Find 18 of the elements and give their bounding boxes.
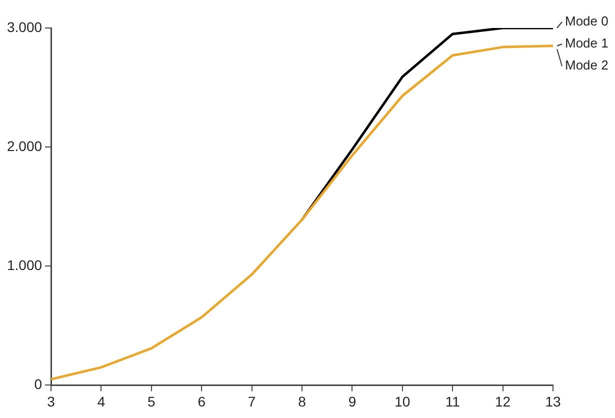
x-tick-label: 13 [545,393,561,410]
x-tick-label: 8 [298,393,306,410]
series-label: Mode 0 [565,14,608,29]
x-tick-label: 3 [47,393,56,410]
series-label: Mode 1 [565,36,608,51]
y-tick-label: 1.000 [6,256,42,273]
annotation: Mode 2 [565,58,608,73]
y-tick-label: 0 [34,376,42,392]
x-tick-label: 11 [445,393,460,410]
x-tick-label: 9 [348,393,356,410]
x-tick-label: 6 [198,393,206,410]
x-tick-label: 4 [97,393,106,410]
x-tick-label: 7 [248,393,256,410]
x-tick-label: 10 [394,393,410,410]
x-tick-label: 12 [495,393,511,410]
y-tick-label: 2.000 [6,138,42,154]
y-tick-label: 3.000 [6,18,42,35]
x-tick-label: 5 [148,393,156,410]
